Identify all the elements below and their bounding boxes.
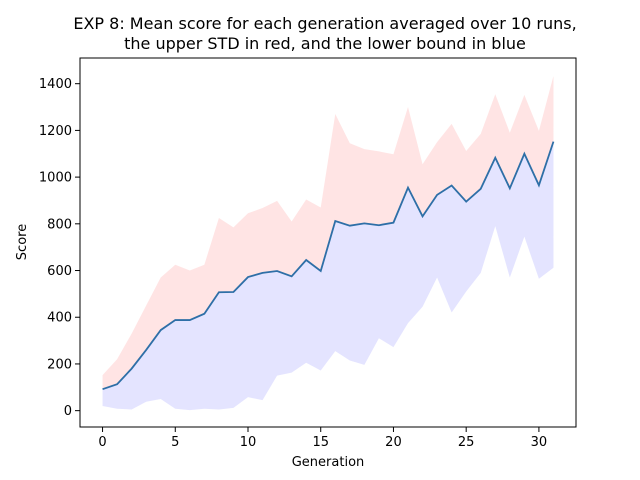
x-tick-label: 15 [312, 435, 329, 450]
upper-std-band [102, 75, 554, 390]
x-tick-label: 20 [385, 435, 402, 450]
x-tick-label: 5 [171, 435, 179, 450]
x-tick-label: 30 [531, 435, 548, 450]
y-tick-label: 1000 [39, 171, 72, 186]
y-tick-label: 600 [47, 264, 72, 279]
mean-score-line [102, 141, 555, 391]
chart-title-line-2: the upper STD in red, and the lower boun… [124, 34, 526, 53]
x-tick-label: 10 [240, 435, 257, 450]
y-tick-label: 1400 [39, 77, 72, 92]
y-tick-label: 400 [47, 311, 72, 326]
y-tick-label: 0 [64, 404, 72, 419]
x-axis-ticks: 0 5 10 15 20 25 30 [98, 427, 547, 450]
x-tick-label: 0 [98, 435, 106, 450]
plot-area [102, 75, 555, 411]
x-tick-label: 25 [458, 435, 475, 450]
y-tick-label: 1200 [39, 124, 72, 139]
lower-bound-band [102, 141, 554, 411]
chart-title-line-1: EXP 8: Mean score for each generation av… [73, 14, 576, 33]
y-axis-label: Score [15, 224, 30, 260]
plot-frame [79, 57, 577, 428]
y-axis-ticks: 0 200 400 600 800 1000 1200 1400 [39, 77, 80, 419]
y-tick-label: 200 [47, 357, 72, 372]
x-axis-label: Generation [292, 455, 365, 470]
y-tick-label: 800 [47, 217, 72, 232]
